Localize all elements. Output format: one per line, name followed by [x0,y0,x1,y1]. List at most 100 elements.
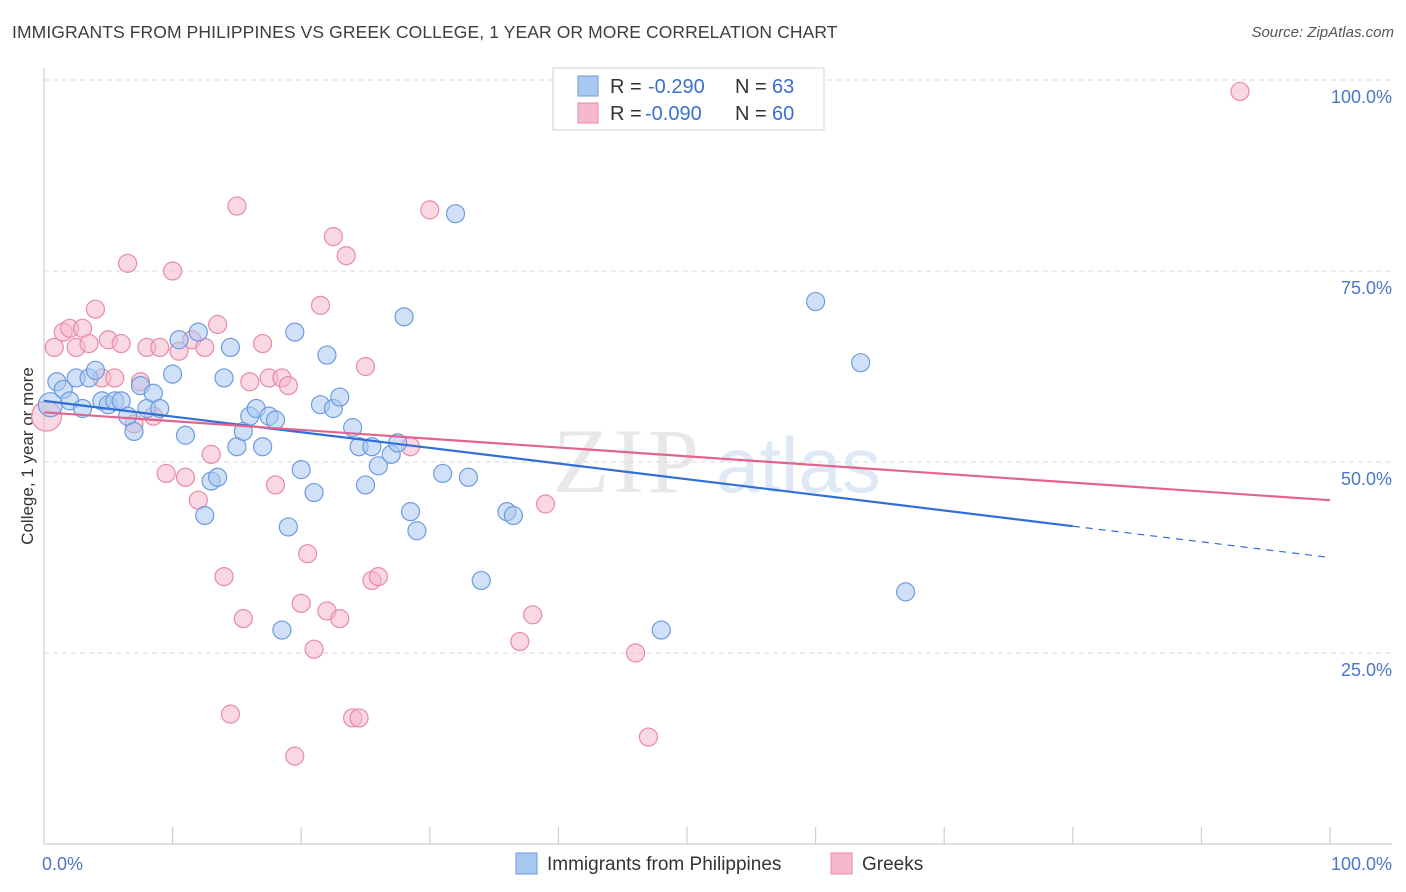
philippines-point-51 [400,502,421,522]
greeks-point-55 [535,494,556,514]
series-legend-swatch-philippines [515,852,538,875]
philippines-point-53 [433,463,453,484]
watermark-zip: ZIP [553,410,703,512]
philippines-point-52 [407,521,427,541]
philippines-point-13 [124,421,144,442]
greeks-point-7 [85,299,106,319]
philippines-point-26 [220,337,241,357]
greeks-point-56 [625,643,646,663]
greeks-point-31 [240,372,260,392]
greeks-point-12 [117,253,138,273]
philippines-point-18 [163,364,183,384]
philippines-trend-line-extension [1072,525,1331,559]
greeks-point-37 [285,746,305,766]
greeks-point-44 [330,609,350,629]
series-legend-label-greeks: Greeks [862,854,923,875]
y-tick-label-25: 25.0% [1341,660,1392,680]
stats-legend-swatch-pink [577,102,599,124]
philippines-point-21 [188,322,208,342]
stats-legend-n-value-2: 60 [772,103,794,125]
grid-lines [44,79,1392,654]
stats-legend-swatch-blue [577,75,599,97]
greeks-point-47 [349,708,369,728]
greeks-point-18 [156,463,176,484]
philippines-point-34 [272,620,292,640]
philippines-point-42 [330,387,350,407]
greeks-point-6 [79,333,99,354]
chart-title: IMMIGRANTS FROM PHILIPPINES VS GREEK COL… [12,22,838,42]
trend-lines [43,399,1331,559]
stats-legend-n-value-1: 63 [772,76,794,98]
x-tick-label-min: 0.0% [42,854,83,874]
philippines-point-20 [175,425,196,445]
greeks-point-50 [368,566,388,587]
greeks-point-54 [523,605,543,625]
philippines-point-19 [169,330,189,350]
series-legend-swatch-greeks [830,852,853,875]
stats-legend-r-value-2: -0.090 [645,103,702,125]
greeks-point-41 [310,295,331,315]
philippines-point-33 [265,410,286,430]
series-legend: Immigrants from Philippines Greeks [515,852,923,875]
greeks-point-10 [105,368,125,388]
greeks-point-19 [163,261,183,281]
y-tick-label-75: 75.0% [1341,278,1392,298]
greeks-point-52 [420,200,440,220]
philippines-point-24 [208,467,228,487]
philippines-point-55 [458,467,478,487]
philippines-point-35 [278,517,298,537]
y-axis-label: College, 1 year or more [18,367,37,545]
greeks-point-11 [111,333,131,354]
philippines-point-31 [253,437,273,457]
watermark-atlas: atlas [716,421,881,509]
greeks-point-43 [323,227,343,247]
greeks-point-32 [253,333,273,354]
greeks-trend-line [43,411,1331,502]
x-tick-marks [172,827,1331,844]
greeks-point-21 [175,467,196,487]
stats-legend-r-label-1: R = [610,76,642,98]
philippines-point-25 [214,368,234,388]
greeks-point-28 [220,704,241,724]
greeks-points [30,74,1250,766]
stats-legend-n-label-2: N = [735,103,767,125]
philippines-point-36 [285,322,305,342]
stats-legend-r-value-1: -0.290 [648,76,705,98]
y-tick-labels: 25.0% 50.0% 75.0% 100.0% [1331,87,1392,680]
philippines-point-60 [805,291,826,312]
greeks-point-25 [201,444,221,464]
greeks-point-34 [265,475,286,495]
greeks-point-17 [150,337,170,357]
philippines-point-50 [394,307,414,327]
watermark: ZIP atlas [553,410,881,512]
greeks-point-36 [278,376,298,396]
greeks-point-53 [510,631,530,652]
chart-source: Source: ZipAtlas.com [1251,24,1394,41]
stats-legend-r-label-2: R = [610,103,642,125]
greeks-point-1 [44,337,64,357]
greeks-point-27 [214,566,234,587]
greeks-point-38 [291,593,311,613]
philippines-point-45 [355,475,376,495]
philippines-point-58 [503,505,523,526]
greeks-point-30 [233,609,253,629]
greeks-point-57 [638,727,659,747]
greeks-point-40 [304,639,324,659]
philippines-point-61 [851,353,871,373]
philippines-trend-line [43,399,1073,528]
greeks-point-48 [355,356,376,377]
stats-legend-n-label-1: N = [735,76,767,98]
greeks-point-39 [298,544,318,564]
philippines-point-22 [195,505,215,526]
philippines-point-56 [471,570,491,591]
greeks-point-45 [336,246,356,266]
philippines-point-40 [317,345,337,365]
philippines-point-38 [304,482,324,503]
philippines-point-62 [896,582,916,602]
philippines-point-17 [150,398,170,419]
y-tick-label-50: 50.0% [1341,469,1392,489]
greeks-point-59 [1230,81,1250,102]
stats-legend: R = -0.290 N = 63 R = -0.090 N = 60 [552,67,825,131]
series-legend-label-philippines: Immigrants from Philippines [547,854,781,875]
